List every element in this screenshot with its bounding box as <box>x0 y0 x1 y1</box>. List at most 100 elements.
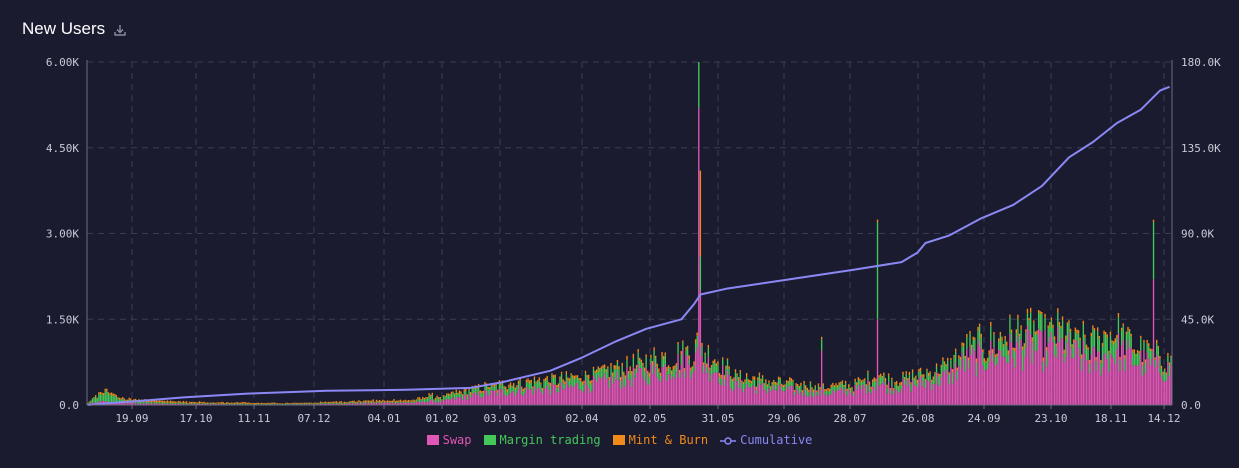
bar-swap <box>616 371 619 405</box>
legend-line-swatch <box>720 435 737 445</box>
bar-mint-burn <box>996 353 998 357</box>
bar-margin-trading <box>1031 342 1033 364</box>
bar-mint-burn <box>114 393 116 396</box>
bar-swap <box>738 387 740 405</box>
bar-swap <box>597 374 599 405</box>
bar-margin-trading <box>189 403 191 405</box>
bar-margin-trading <box>1122 325 1124 340</box>
bar-mint-burn <box>257 402 260 404</box>
bar-swap <box>575 383 577 405</box>
bar-mint-burn <box>1053 336 1056 341</box>
bar-swap <box>461 399 464 405</box>
bar-mint-burn <box>999 331 1002 336</box>
bar-swap <box>1015 342 1017 405</box>
bar-margin-trading <box>1116 338 1118 350</box>
bar-mint-burn <box>608 376 611 380</box>
bar-swap <box>785 386 788 405</box>
bar-margin-trading <box>959 359 962 370</box>
legend-item[interactable]: Mint & Burn <box>612 433 708 447</box>
bar-margin-trading <box>358 402 360 403</box>
bar-margin-trading <box>864 380 866 387</box>
bar-margin-trading <box>375 401 378 403</box>
bar-margin-trading <box>1077 333 1080 348</box>
bar-mint-burn <box>592 366 595 369</box>
download-icon[interactable] <box>113 22 127 36</box>
bar-swap <box>501 389 504 405</box>
bar-swap <box>741 388 743 405</box>
bar-mint-burn <box>310 402 312 404</box>
bar-mint-burn <box>926 368 928 371</box>
bar-swap <box>865 393 868 405</box>
bar-margin-trading <box>691 368 694 374</box>
bar-mint-burn <box>177 401 180 403</box>
bar-margin-trading <box>905 373 907 380</box>
bar-mint-burn <box>262 403 264 405</box>
bar-swap <box>1095 370 1097 405</box>
bar-mint-burn <box>950 358 952 361</box>
legend-item[interactable]: Cumulative <box>720 433 812 447</box>
bar-mint-burn <box>1122 323 1124 326</box>
legend-item[interactable]: Margin trading <box>483 433 601 447</box>
bar-mint-burn <box>500 383 502 386</box>
bar-swap <box>487 395 489 405</box>
bar-mint-burn <box>190 401 193 404</box>
bar-swap <box>1087 359 1089 405</box>
bar-margin-trading <box>96 398 98 404</box>
bar-mint-burn <box>1012 347 1014 350</box>
bar-margin-trading <box>568 380 571 388</box>
bar-margin-trading <box>477 385 480 392</box>
bar-margin-trading <box>109 395 111 402</box>
bar-swap <box>811 395 813 405</box>
bar-swap <box>887 381 890 405</box>
bar-mint-burn <box>891 377 893 380</box>
bar-swap <box>610 375 612 405</box>
bar-swap <box>843 393 845 405</box>
bar-mint-burn <box>189 401 191 404</box>
bar-mint-burn <box>924 379 927 381</box>
bar-margin-trading <box>892 390 895 395</box>
bar-swap <box>881 383 883 405</box>
bar-swap <box>642 377 644 405</box>
bar-margin-trading <box>707 347 710 357</box>
bar-swap <box>179 403 181 405</box>
bar-margin-trading <box>956 370 958 380</box>
bar-margin-trading <box>296 403 298 405</box>
bar-margin-trading <box>102 395 105 401</box>
bar-mint-burn <box>243 401 245 404</box>
bar-margin-trading <box>225 403 228 405</box>
bar-margin-trading <box>396 402 398 404</box>
bar-swap <box>994 366 997 405</box>
bar-mint-burn <box>469 392 472 395</box>
bar-swap <box>1149 365 1152 405</box>
bar-mint-burn <box>118 397 121 400</box>
bar-swap <box>516 392 518 405</box>
bar-swap <box>471 393 473 405</box>
bar-swap <box>867 380 869 405</box>
bar-margin-trading <box>723 378 725 386</box>
bar-margin-trading <box>203 403 205 404</box>
bar-margin-trading <box>701 346 703 357</box>
bar-mint-burn <box>99 392 102 395</box>
bar-margin-trading <box>417 399 419 402</box>
bar-swap <box>1111 355 1113 405</box>
y2-tick-label: 45.0K <box>1181 313 1214 326</box>
legend-item[interactable]: Swap <box>426 433 472 447</box>
bar-swap <box>838 389 840 405</box>
bar-swap <box>814 390 816 405</box>
x-tick-label: 03.03 <box>483 412 516 425</box>
bar-margin-trading <box>935 366 938 373</box>
bar-margin-trading <box>635 367 638 373</box>
bar-margin-trading <box>439 397 441 401</box>
bar-swap <box>544 388 547 405</box>
bar-swap <box>586 384 588 405</box>
bar-mint-burn <box>497 389 499 393</box>
bar-mint-burn <box>1162 371 1164 375</box>
bar-mint-burn <box>516 385 518 387</box>
bar-mint-burn <box>591 380 593 384</box>
bar-margin-trading <box>508 387 510 395</box>
bar-margin-trading <box>519 380 521 386</box>
bar-swap <box>985 370 987 405</box>
bar-swap <box>884 385 887 405</box>
bar-mint-burn <box>133 399 135 401</box>
bar-swap <box>710 374 713 405</box>
